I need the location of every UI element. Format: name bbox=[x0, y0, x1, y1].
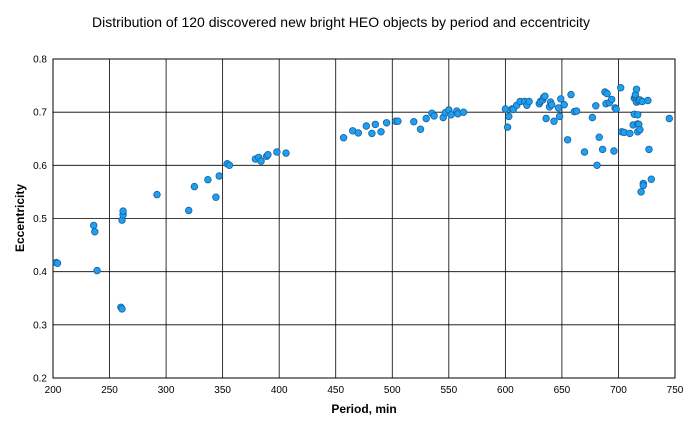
data-point bbox=[416, 125, 425, 133]
y-tick-label: 0.5 bbox=[33, 214, 47, 225]
data-point bbox=[282, 149, 290, 157]
data-point bbox=[567, 90, 575, 99]
y-axis-title: Eccentricity bbox=[13, 184, 27, 252]
x-tick-label: 600 bbox=[497, 385, 514, 396]
data-point bbox=[580, 148, 589, 156]
data-point bbox=[554, 104, 563, 112]
x-tick-label: 350 bbox=[214, 385, 231, 396]
data-point bbox=[459, 108, 468, 116]
data-point bbox=[592, 102, 600, 110]
data-point bbox=[634, 111, 642, 119]
data-point bbox=[339, 133, 348, 142]
data-point bbox=[257, 157, 265, 165]
data-point bbox=[608, 95, 616, 104]
data-point bbox=[503, 123, 512, 131]
data-point bbox=[273, 148, 281, 156]
gridlines bbox=[53, 59, 675, 378]
data-point bbox=[371, 120, 379, 129]
data-point bbox=[644, 96, 652, 105]
data-point bbox=[541, 92, 549, 100]
data-point bbox=[215, 172, 223, 180]
data-point bbox=[422, 114, 430, 123]
x-tick-label: 200 bbox=[45, 385, 62, 396]
data-point bbox=[264, 150, 272, 159]
data-point bbox=[595, 133, 603, 141]
chart-title: Distribution of 120 discovered new brigh… bbox=[92, 14, 590, 30]
data-point bbox=[626, 129, 634, 138]
data-point bbox=[612, 105, 620, 113]
data-point bbox=[394, 117, 402, 125]
y-tick-label: 0.7 bbox=[33, 108, 47, 119]
data-point bbox=[430, 112, 438, 120]
x-axis-title: Period, min bbox=[331, 402, 396, 416]
data-point bbox=[542, 114, 550, 123]
data-point bbox=[610, 147, 618, 155]
data-point bbox=[410, 117, 418, 126]
data-point bbox=[184, 206, 193, 215]
x-tick-label: 700 bbox=[610, 385, 627, 396]
data-point bbox=[91, 228, 99, 236]
x-tick-label: 500 bbox=[384, 385, 401, 396]
data-point bbox=[603, 89, 611, 98]
data-point bbox=[153, 190, 161, 199]
data-point bbox=[53, 259, 62, 267]
data-point bbox=[204, 175, 212, 184]
x-tick-label: 250 bbox=[101, 385, 118, 396]
data-point bbox=[501, 105, 510, 113]
y-tick-label: 0.6 bbox=[33, 161, 47, 172]
data-point bbox=[190, 182, 199, 191]
data-point bbox=[89, 221, 98, 230]
data-point bbox=[563, 136, 572, 144]
data-point bbox=[617, 83, 625, 92]
data-point bbox=[632, 85, 641, 93]
data-point bbox=[572, 107, 581, 115]
data-point bbox=[362, 122, 370, 130]
y-tick-label: 0.3 bbox=[33, 320, 47, 331]
data-point bbox=[598, 145, 607, 154]
data-point bbox=[593, 161, 601, 169]
data-point bbox=[665, 114, 673, 123]
data-point bbox=[647, 175, 655, 183]
data-point bbox=[93, 266, 101, 275]
data-point bbox=[550, 117, 558, 125]
x-tick-label: 400 bbox=[271, 385, 288, 396]
data-point bbox=[225, 161, 234, 169]
data-point bbox=[557, 95, 565, 103]
data-point bbox=[636, 125, 644, 134]
data-point bbox=[354, 129, 362, 137]
data-point bbox=[525, 97, 533, 106]
x-tick-label: 550 bbox=[440, 385, 457, 396]
data-point bbox=[639, 181, 647, 190]
data-points bbox=[52, 83, 673, 313]
data-point bbox=[119, 207, 127, 215]
data-point bbox=[505, 112, 513, 121]
x-tick-label: 300 bbox=[158, 385, 175, 396]
y-tick-label: 0.2 bbox=[33, 374, 47, 385]
data-point bbox=[645, 145, 653, 154]
x-tick-label: 450 bbox=[327, 385, 344, 396]
data-point bbox=[555, 112, 564, 121]
y-tick-label: 0.8 bbox=[33, 55, 47, 66]
data-point bbox=[560, 100, 568, 109]
data-point bbox=[118, 305, 126, 313]
data-point bbox=[382, 119, 391, 127]
data-point bbox=[212, 193, 220, 201]
x-tick-label: 650 bbox=[554, 385, 571, 396]
x-tick-label: 750 bbox=[667, 385, 684, 396]
y-tick-label: 0.4 bbox=[33, 267, 47, 278]
data-point bbox=[368, 129, 376, 138]
data-point bbox=[548, 100, 556, 109]
data-point bbox=[588, 113, 597, 122]
data-point bbox=[637, 188, 645, 196]
data-point bbox=[377, 128, 385, 136]
tick-labels: 200 250 300 350 400 450 500 550 600 650 700 750 0.2 0… bbox=[33, 55, 684, 397]
